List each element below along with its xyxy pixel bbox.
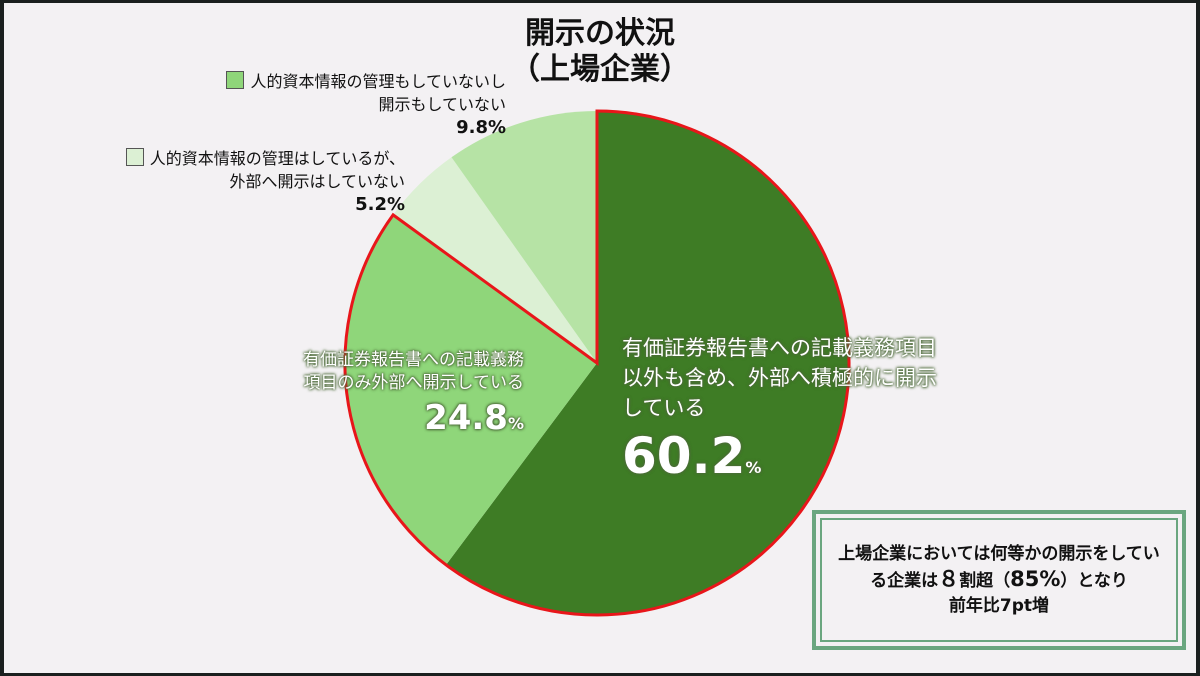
callout-line-1: 上場企業においては何等かの開示をしてい [838, 543, 1160, 564]
value-unit: % [507, 414, 524, 433]
label-active-disclosure: 有価証券報告書への記載義務項目 以外も含め、外部へ積極的に開示 している 60.… [622, 333, 937, 501]
label-line: している [622, 396, 706, 420]
legend-none: 人的資本情報の管理もしていないし 開示もしていない 9.8% [226, 70, 506, 139]
legend-swatch-managed [125, 148, 144, 166]
highlight-outline [343, 109, 851, 617]
callout-line-2: る企業は８割超（85%）となり [838, 567, 1160, 594]
label-required-only: 有価証券報告書への記載義務 項目のみ外部へ開示している 24.8% [303, 349, 524, 447]
slice-required-only [345, 214, 597, 565]
legend-label-2: 開示もしていない [378, 95, 506, 114]
callout-text: る企業は [870, 570, 939, 591]
value-number: 24.8 [424, 398, 508, 438]
title-line-2: （上場企業） [510, 52, 690, 87]
callout-line-3: 前年比7pt増 [948, 595, 1050, 616]
callout-number: ８ [938, 566, 960, 591]
label-line: 項目のみ外部へ開示している [303, 373, 525, 393]
label-line: 以外も含め、外部へ積極的に開示 [622, 366, 937, 390]
legend-managed-not-disclosed: 人的資本情報の管理はしているが、 外部へ開示はしていない 5.2% [125, 147, 405, 216]
legend-pct: 5.2% [355, 194, 405, 215]
callout-pct: 85% [1010, 566, 1061, 591]
summary-callout-inner: 上場企業においては何等かの開示をしてい る企業は８割超（85%）となり 前年比7… [820, 518, 1178, 642]
legend-label: 人的資本情報の管理もしていないし [250, 72, 506, 91]
legend-pct: 9.8% [456, 117, 506, 138]
summary-callout: 上場企業においては何等かの開示をしてい る企業は８割超（85%）となり 前年比7… [812, 510, 1186, 650]
label-line: 有価証券報告書への記載義務 [303, 350, 524, 370]
value-required-only: 24.8% [303, 395, 524, 447]
legend-label: 人的資本情報の管理はしているが、 [149, 149, 405, 168]
chart-title: 開示の状況 （上場企業） [500, 16, 700, 88]
legend-swatch-none [226, 71, 245, 89]
slice-active-disclosure [446, 111, 850, 615]
title-line-1: 開示の状況 [525, 16, 675, 51]
value-number: 60.2 [622, 427, 746, 485]
callout-text: 割超（ [959, 570, 1011, 591]
label-line: 有価証券報告書への記載義務項目 [622, 336, 937, 360]
slice-none [451, 111, 597, 363]
callout-text: ）となり [1060, 570, 1128, 591]
value-unit: % [745, 458, 762, 477]
slice-managed-not-disclosed [393, 157, 597, 363]
legend-label-2: 外部へ開示はしていない [229, 172, 405, 191]
value-active: 60.2% [622, 423, 937, 501]
